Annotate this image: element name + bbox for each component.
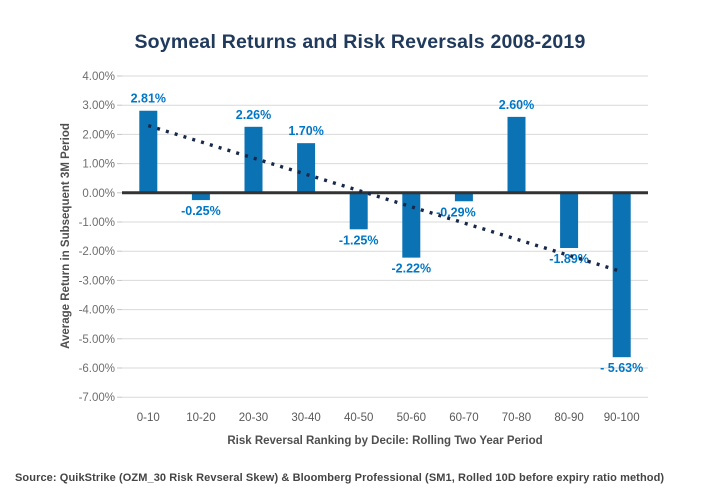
chart-title: Soymeal Returns and Risk Reversals 2008-…: [134, 31, 586, 53]
bar-value-label: 2.81%: [131, 92, 166, 106]
y-tick-label: -3.00%: [79, 275, 115, 287]
x-category-label: 10-20: [186, 412, 215, 424]
bar-value-label: - 5.63%: [600, 361, 643, 375]
bar-value-label: -2.22%: [391, 262, 431, 276]
trendline: [147, 124, 623, 274]
y-tick-label: -4.00%: [79, 305, 115, 317]
bar-30-40: [297, 143, 316, 193]
bar-90-100: [612, 192, 631, 358]
y-tick-label: 4.00%: [82, 71, 115, 83]
y-tick-label: -2.00%: [79, 246, 115, 258]
bar-value-label: -0.25%: [181, 204, 221, 218]
y-tick-label: -6.00%: [79, 363, 115, 375]
bar-value-label: -1.25%: [339, 233, 379, 247]
bar-value-label: 1.70%: [288, 124, 323, 138]
x-category-label: 0-10: [137, 412, 160, 424]
bar-40-50: [349, 192, 368, 230]
bar-value-label: -1.89%: [549, 252, 589, 266]
y-tick-label: -5.00%: [79, 334, 115, 346]
x-axis-title: Risk Reversal Ranking by Decile: Rolling…: [227, 435, 543, 447]
bar-value-label: 2.26%: [236, 108, 271, 122]
y-tick-label: 3.00%: [82, 100, 115, 112]
bar-10-20: [191, 192, 210, 201]
y-axis-title: Average Return in Subsequent 3M Period: [60, 123, 72, 349]
x-category-label: 70-80: [502, 412, 531, 424]
bar-0-10: [139, 110, 158, 193]
y-tick-label: 1.00%: [82, 159, 115, 171]
x-category-label: 60-70: [449, 412, 478, 424]
bar-value-label: -0.29%: [436, 205, 476, 219]
bar-80-90: [560, 192, 579, 248]
y-tick-label: 2.00%: [82, 129, 115, 141]
bar-60-70: [454, 192, 473, 202]
bar-70-80: [507, 116, 526, 193]
x-category-label: 50-60: [397, 412, 426, 424]
source-note: Source: QuikStrike (OZM_30 Risk Revseral…: [15, 472, 665, 484]
x-category-label: 20-30: [239, 412, 268, 424]
x-category-label: 90-100: [604, 412, 640, 424]
bar-50-60: [402, 192, 421, 258]
x-category-label: 30-40: [291, 412, 320, 424]
y-tick-label: -7.00%: [79, 392, 115, 404]
x-category-label: 40-50: [344, 412, 373, 424]
x-category-label: 80-90: [554, 412, 583, 424]
y-tick-label: -1.00%: [79, 217, 115, 229]
y-tick-label: 0.00%: [82, 188, 115, 200]
bar-value-label: 2.60%: [499, 98, 534, 112]
